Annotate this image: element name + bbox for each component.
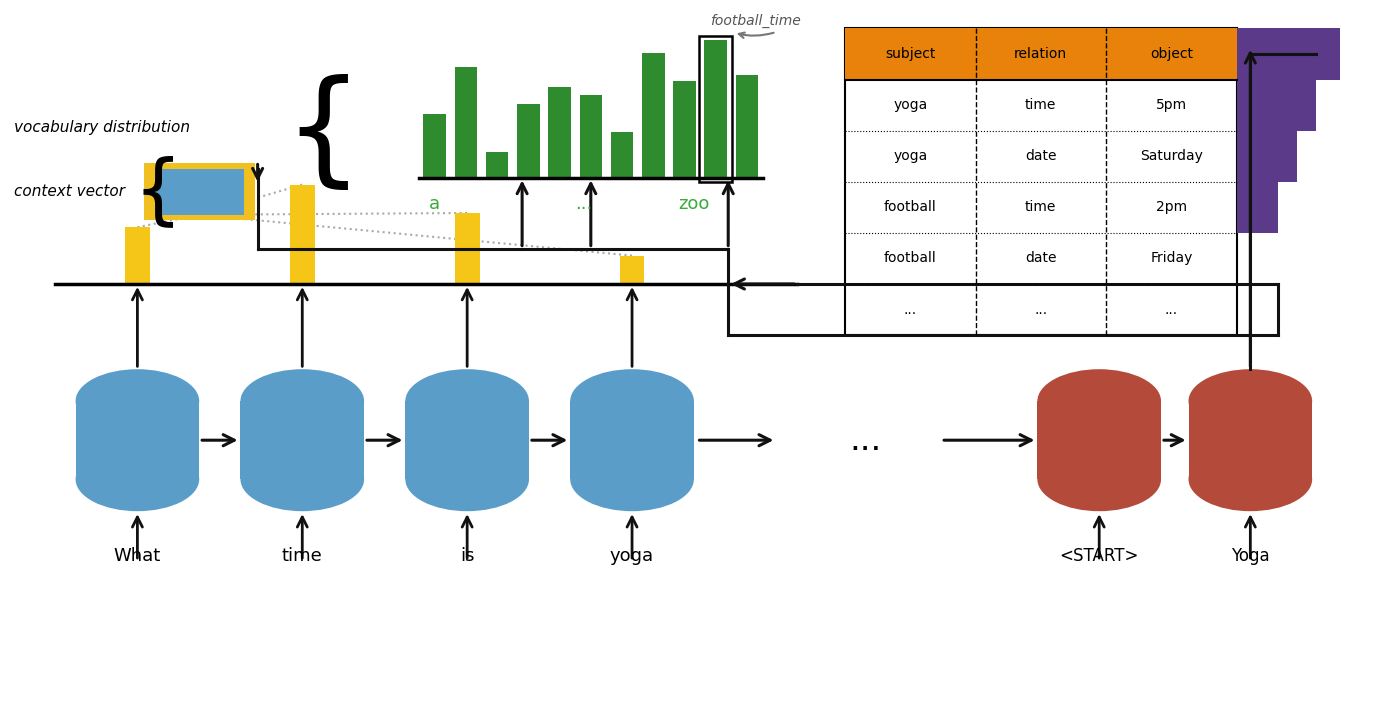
Bar [76, 401, 199, 479]
Text: yoga: yoga [893, 149, 927, 163]
Bar [845, 28, 1237, 335]
FancyBboxPatch shape [154, 168, 243, 214]
Text: 2pm: 2pm [1156, 200, 1187, 214]
Text: ...: ... [576, 195, 592, 213]
Circle shape [405, 369, 529, 433]
Bar [580, 95, 602, 178]
Text: a: a [429, 195, 440, 213]
Text: is: is [460, 547, 474, 564]
Circle shape [1189, 447, 1312, 511]
Circle shape [1037, 447, 1161, 511]
Bar [845, 28, 1237, 80]
Bar [548, 87, 570, 178]
Circle shape [76, 369, 199, 433]
Text: time: time [1025, 98, 1057, 112]
Bar [1189, 401, 1312, 479]
Text: football: football [883, 200, 937, 214]
Text: ...: ... [904, 302, 916, 317]
Bar [1237, 131, 1297, 182]
Bar [405, 401, 529, 479]
Circle shape [1189, 369, 1312, 433]
Bar [1237, 80, 1316, 131]
Bar [673, 81, 695, 178]
Text: Saturday: Saturday [1140, 149, 1202, 163]
Text: relation: relation [1014, 47, 1068, 61]
Bar [455, 67, 477, 178]
Text: ...: ... [1035, 302, 1047, 317]
Circle shape [570, 447, 694, 511]
Bar [620, 256, 644, 284]
Text: time: time [282, 547, 323, 564]
FancyBboxPatch shape [143, 163, 254, 220]
Text: What: What [114, 547, 161, 564]
Bar [1237, 28, 1340, 80]
Bar [125, 227, 150, 284]
Text: date: date [1025, 251, 1057, 266]
Bar [1237, 182, 1278, 233]
Bar [642, 53, 665, 178]
Bar [735, 75, 758, 178]
Text: yoga: yoga [610, 547, 654, 564]
Text: zoo: zoo [679, 195, 709, 213]
Bar [517, 104, 540, 178]
Text: Yoga: Yoga [1231, 547, 1270, 564]
Bar [611, 132, 633, 178]
Bar [240, 401, 364, 479]
Circle shape [240, 369, 364, 433]
Text: <START>: <START> [1059, 547, 1139, 564]
Bar [455, 213, 480, 284]
Text: vocabulary distribution: vocabulary distribution [14, 120, 190, 136]
Text: ...: ... [849, 424, 882, 457]
Text: object: object [1150, 47, 1193, 61]
Text: football: football [883, 251, 937, 266]
Text: time: time [1025, 200, 1057, 214]
Bar [705, 40, 727, 178]
Bar [290, 185, 315, 284]
Circle shape [76, 447, 199, 511]
Circle shape [240, 447, 364, 511]
Text: subject: subject [885, 47, 936, 61]
Bar [570, 401, 694, 479]
Circle shape [1037, 369, 1161, 433]
Text: {: { [133, 155, 183, 229]
Text: {: { [283, 75, 363, 195]
Circle shape [570, 369, 694, 433]
Text: Friday: Friday [1150, 251, 1193, 266]
Text: yoga: yoga [893, 98, 927, 112]
Text: football_time: football_time [710, 14, 801, 28]
Text: ...: ... [1165, 302, 1178, 317]
Bar [486, 152, 508, 178]
Bar [699, 36, 732, 182]
Text: 5pm: 5pm [1156, 98, 1187, 112]
Text: date: date [1025, 149, 1057, 163]
Bar [423, 114, 447, 178]
Text: context vector: context vector [14, 184, 125, 200]
Bar [1037, 401, 1161, 479]
Circle shape [405, 447, 529, 511]
